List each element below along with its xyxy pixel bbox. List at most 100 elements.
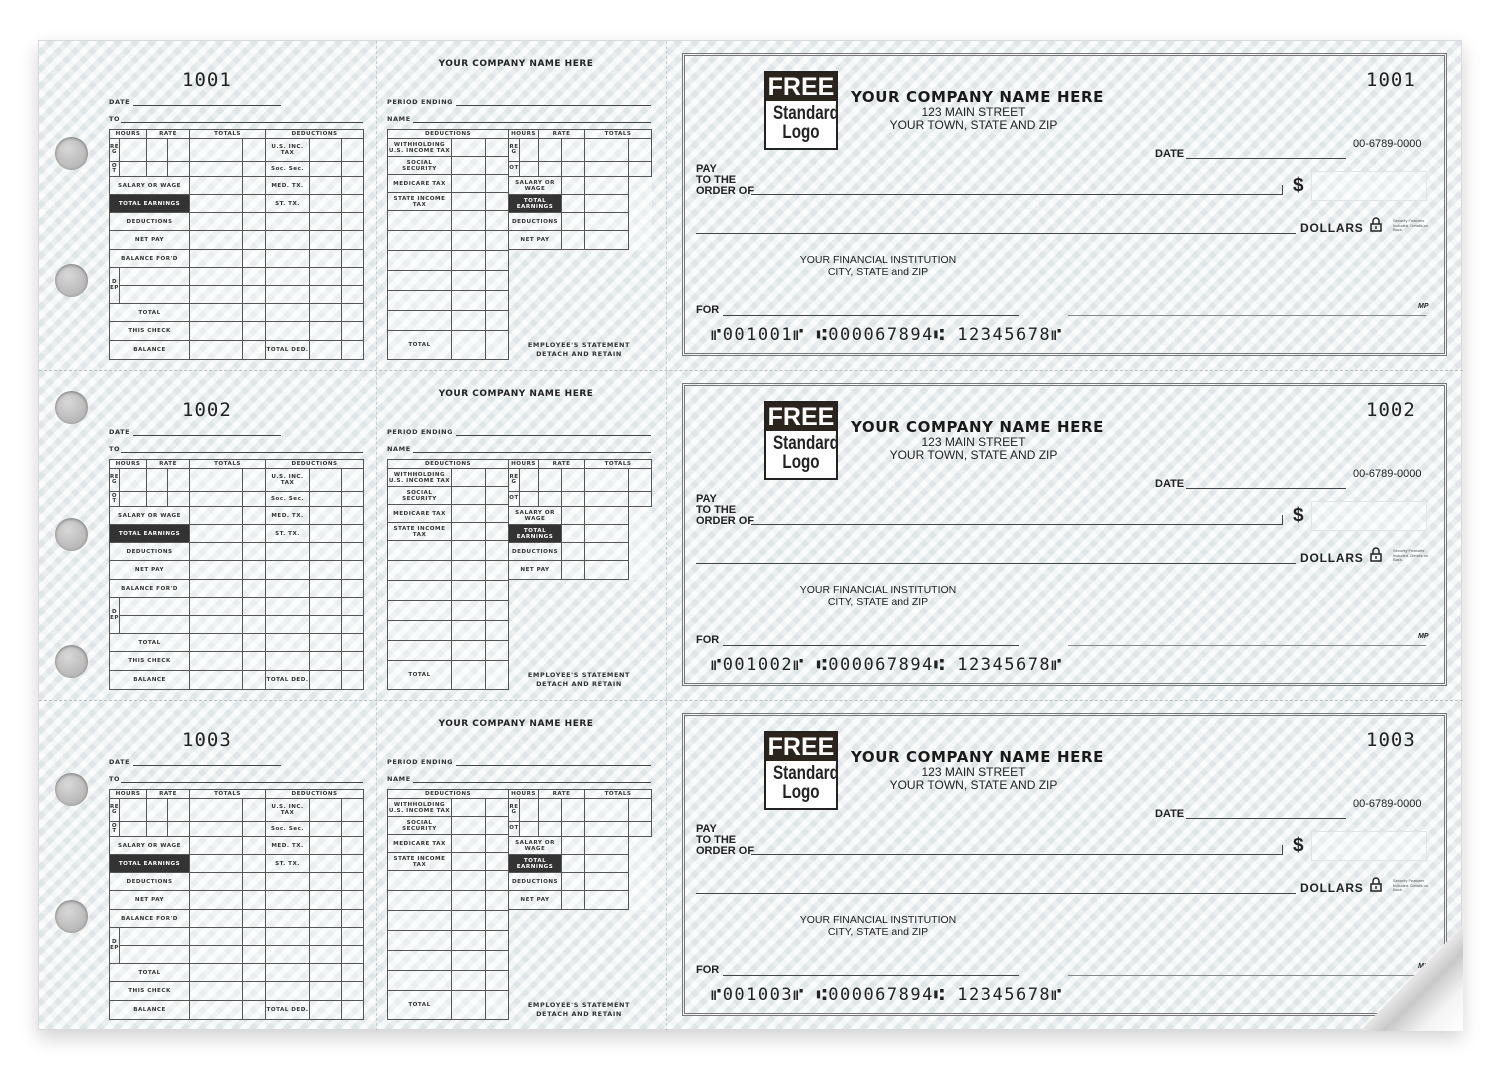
entry-cell[interactable] xyxy=(189,836,244,855)
entry-cell[interactable] xyxy=(451,950,486,971)
entry-cell[interactable] xyxy=(341,249,365,268)
entry-cell[interactable] xyxy=(189,212,244,231)
entry-cell[interactable] xyxy=(387,580,452,601)
amount-box[interactable] xyxy=(1311,501,1427,531)
entry-cell[interactable] xyxy=(584,836,630,855)
entry-cell[interactable] xyxy=(584,230,630,250)
entry-cell[interactable] xyxy=(387,930,452,951)
entry-cell[interactable] xyxy=(584,890,630,910)
entry-cell[interactable] xyxy=(387,950,452,971)
entry-cell[interactable] xyxy=(118,468,148,492)
entry-cell[interactable] xyxy=(538,491,563,507)
entry-cell[interactable] xyxy=(584,524,630,543)
entry-cell[interactable] xyxy=(341,542,365,561)
entry-cell[interactable] xyxy=(341,945,365,964)
entry-cell[interactable] xyxy=(309,670,343,690)
entry-cell[interactable] xyxy=(146,798,169,822)
entry-cell[interactable] xyxy=(189,670,244,690)
entry-cell[interactable] xyxy=(561,560,586,580)
entry-cell[interactable] xyxy=(118,597,191,616)
entry-cell[interactable] xyxy=(265,872,311,891)
entry-cell[interactable] xyxy=(584,161,630,177)
entry-cell[interactable] xyxy=(242,161,267,177)
entry-cell[interactable] xyxy=(146,821,169,837)
entry-cell[interactable] xyxy=(584,854,630,873)
entry-cell[interactable] xyxy=(484,834,510,853)
entry-cell[interactable] xyxy=(189,524,244,543)
entry-cell[interactable] xyxy=(387,910,452,931)
entry-cell[interactable] xyxy=(451,156,486,175)
stub-to-line[interactable] xyxy=(121,782,363,783)
entry-cell[interactable] xyxy=(189,854,244,873)
entry-cell[interactable] xyxy=(341,161,365,177)
entry-cell[interactable] xyxy=(387,230,452,251)
entry-cell[interactable] xyxy=(561,836,586,855)
entry-cell[interactable] xyxy=(146,138,169,162)
entry-cell[interactable] xyxy=(451,210,486,231)
entry-cell[interactable] xyxy=(584,468,630,492)
entry-cell[interactable] xyxy=(242,194,267,213)
entry-cell[interactable] xyxy=(242,872,267,891)
entry-cell[interactable] xyxy=(189,491,244,507)
entry-cell[interactable] xyxy=(484,580,510,601)
entry-cell[interactable] xyxy=(242,597,267,616)
entry-cell[interactable] xyxy=(242,670,267,690)
entry-cell[interactable] xyxy=(118,927,191,946)
stub-date-line[interactable] xyxy=(133,435,281,436)
entry-cell[interactable] xyxy=(561,212,586,231)
entry-cell[interactable] xyxy=(451,640,486,661)
entry-cell[interactable] xyxy=(265,321,311,341)
entry-cell[interactable] xyxy=(451,138,486,157)
amount-box[interactable] xyxy=(1311,171,1427,201)
entry-cell[interactable] xyxy=(484,990,510,1020)
entry-cell[interactable] xyxy=(628,468,653,492)
entry-cell[interactable] xyxy=(387,540,452,561)
entry-cell[interactable] xyxy=(309,560,343,580)
entry-cell[interactable] xyxy=(309,821,343,837)
entry-cell[interactable] xyxy=(309,651,343,671)
entry-cell[interactable] xyxy=(309,798,343,822)
entry-cell[interactable] xyxy=(146,491,169,507)
date-line[interactable] xyxy=(1186,158,1346,159)
entry-cell[interactable] xyxy=(584,491,630,507)
entry-cell[interactable] xyxy=(561,230,586,250)
entry-cell[interactable] xyxy=(584,138,630,162)
entry-cell[interactable] xyxy=(518,821,540,837)
entry-cell[interactable] xyxy=(387,210,452,231)
entry-cell[interactable] xyxy=(451,310,486,331)
entry-cell[interactable] xyxy=(387,560,452,581)
entry-cell[interactable] xyxy=(309,854,343,873)
entry-cell[interactable] xyxy=(265,927,311,946)
entry-cell[interactable] xyxy=(309,981,343,1001)
entry-cell[interactable] xyxy=(265,909,311,928)
entry-cell[interactable] xyxy=(265,651,311,671)
entry-cell[interactable] xyxy=(309,303,343,322)
entry-cell[interactable] xyxy=(451,522,486,541)
entry-cell[interactable] xyxy=(341,981,365,1001)
entry-cell[interactable] xyxy=(309,836,343,855)
entry-cell[interactable] xyxy=(189,249,244,268)
entry-cell[interactable] xyxy=(146,161,169,177)
entry-cell[interactable] xyxy=(561,821,586,837)
entry-cell[interactable] xyxy=(242,798,267,822)
entry-cell[interactable] xyxy=(242,981,267,1001)
entry-cell[interactable] xyxy=(341,491,365,507)
entry-cell[interactable] xyxy=(484,816,510,835)
signature-line[interactable] xyxy=(1068,645,1426,646)
entry-cell[interactable] xyxy=(538,138,563,162)
entry-cell[interactable] xyxy=(189,194,244,213)
entry-cell[interactable] xyxy=(189,821,244,837)
entry-cell[interactable] xyxy=(341,1000,365,1020)
entry-cell[interactable] xyxy=(561,468,586,492)
entry-cell[interactable] xyxy=(309,633,343,652)
entry-cell[interactable] xyxy=(341,651,365,671)
entry-cell[interactable] xyxy=(118,821,148,837)
entry-cell[interactable] xyxy=(189,945,244,964)
entry-cell[interactable] xyxy=(484,230,510,251)
entry-cell[interactable] xyxy=(242,927,267,946)
entry-cell[interactable] xyxy=(146,468,169,492)
entry-cell[interactable] xyxy=(242,249,267,268)
entry-cell[interactable] xyxy=(561,854,586,873)
entry-cell[interactable] xyxy=(341,798,365,822)
memo-line[interactable] xyxy=(723,975,1019,976)
